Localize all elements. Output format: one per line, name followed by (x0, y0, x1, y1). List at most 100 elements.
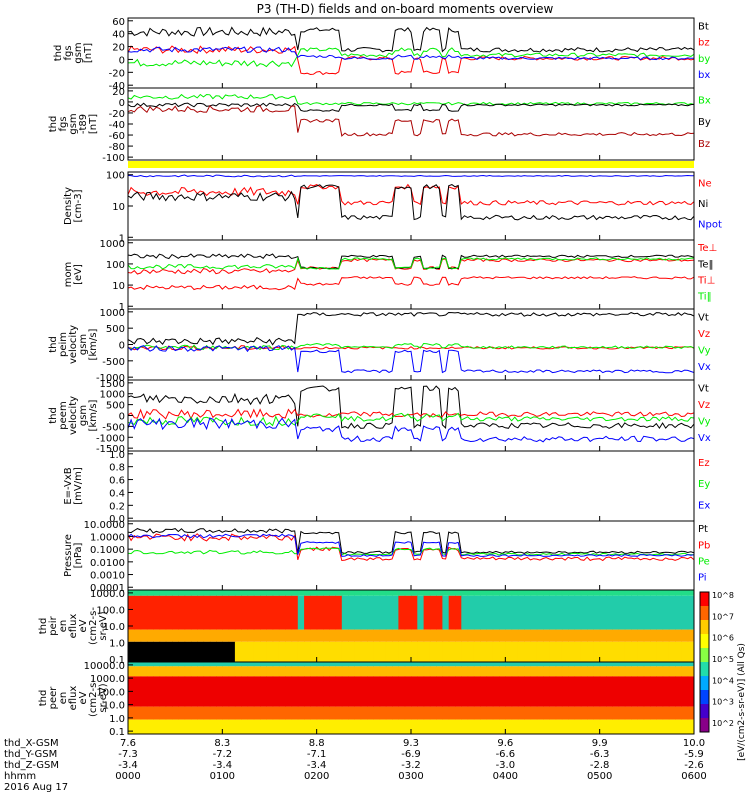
legend-pe: Pe (698, 556, 710, 567)
spectrogram-cell (467, 590, 475, 596)
spectrogram-cell (561, 706, 569, 720)
spectrogram-cell (656, 719, 664, 734)
spectrogram-cell (480, 629, 488, 642)
spectrogram-cell (197, 590, 205, 596)
spectrogram-cell (473, 641, 481, 662)
spectrogram-cell (580, 641, 588, 662)
spectrogram-cell (687, 706, 694, 720)
spectrogram-cell (687, 719, 694, 734)
spectrogram-cell (247, 629, 255, 642)
y-tick-label: 0.0001 (90, 583, 125, 594)
spectrogram-cell (234, 629, 242, 642)
spectrogram-cell (687, 590, 694, 596)
spectrogram-cell (455, 590, 462, 596)
spectrogram-cell (675, 706, 682, 720)
spectrogram-cell (668, 676, 676, 707)
spectrogram-cell (480, 590, 488, 596)
y-tick-label: 0.8 (109, 463, 125, 474)
y-tick-label: -40 (109, 120, 125, 131)
spectrogram-cell (423, 676, 431, 707)
spectrogram-cell (656, 662, 664, 667)
spectrogram-cell (134, 666, 142, 677)
spectrogram-cell (392, 662, 399, 667)
spectrogram-cell (637, 629, 645, 642)
spectrogram-cell (656, 706, 664, 720)
colorbar-swatch (700, 606, 709, 621)
spectrogram-cell (411, 676, 418, 707)
spectrogram-cell (348, 641, 355, 662)
spectrogram-cell (505, 706, 513, 720)
spectrogram-cell (448, 629, 456, 642)
spectrogram-cell (643, 629, 651, 642)
spectrogram-cell (253, 666, 261, 677)
spectrogram-cell (253, 595, 261, 630)
spectrogram-cell (297, 706, 305, 720)
panel-10-plot (128, 662, 694, 734)
spectrogram-cell (278, 590, 286, 596)
spectrogram-cell (643, 641, 651, 662)
spectrogram-cell (662, 595, 670, 630)
spectrogram-cell (385, 719, 393, 734)
spectrogram-cell (536, 662, 544, 667)
spectrogram-cell (517, 666, 525, 677)
spectrogram-cell (473, 666, 481, 677)
y-tick-label: 100 (106, 260, 125, 271)
spectrogram-cell (606, 590, 613, 596)
spectrogram-cell (499, 595, 506, 630)
spectrogram-cell (511, 662, 519, 667)
y-tick-label: 0.0100 (90, 558, 125, 569)
spectrogram-cell (323, 662, 330, 667)
y-tick-label: 10.0 (103, 622, 125, 633)
spectrogram-cell (354, 706, 362, 720)
colorbar-tick-label: 10^5 (712, 655, 734, 664)
spectrogram-cell (323, 629, 330, 642)
spectrogram-cell (178, 641, 186, 662)
spectrogram-cell (373, 629, 381, 642)
spectrogram-cell (429, 590, 437, 596)
spectrogram-cell (216, 676, 223, 707)
spectrogram-cell (599, 719, 607, 734)
spectrogram-cell (543, 666, 550, 677)
spectrogram-cell (341, 641, 349, 662)
spectrogram-cell (172, 590, 179, 596)
spectrogram-cell (499, 666, 506, 677)
series-pb-line (128, 533, 694, 562)
spectrogram-cell (272, 641, 280, 662)
spectrogram-cell (612, 595, 620, 630)
quality-stripe (128, 161, 694, 168)
spectrogram-cell (285, 595, 293, 630)
panel-10: 10000.0 1000.0 100.0 10.0 1.0 0.1thdpeerenefl… (38, 661, 695, 738)
y-tick-label: -1000 (96, 433, 125, 444)
spectrogram-cell (423, 590, 431, 596)
spectrogram-cell (423, 629, 431, 642)
spectrogram-cell (140, 595, 148, 630)
spectrogram-cell (637, 595, 645, 630)
spectrogram-cell (209, 662, 217, 667)
colorbar-tick-label: 10^3 (712, 698, 734, 707)
spectrogram-cell (165, 662, 173, 667)
spectrogram-cell (650, 662, 657, 667)
spectrogram-cell (442, 662, 450, 667)
axis-row-label: hhmm (4, 771, 36, 782)
y-tick-label: 20 (112, 43, 125, 54)
spectrogram-cell (165, 666, 173, 677)
y-tick-label: 10000.0 (84, 661, 125, 672)
spectrogram-cell (455, 629, 462, 642)
spectrogram-cell (253, 629, 261, 642)
spectrogram-cell (499, 662, 506, 667)
spectrogram-cell (455, 719, 462, 734)
axis-tick-label: -6.3 (590, 749, 610, 760)
spectrogram-cell (165, 641, 173, 662)
spectrogram-cell (128, 662, 135, 667)
spectrogram-cell (467, 719, 475, 734)
spectrogram-cell (568, 595, 576, 630)
spectrogram-cell (624, 595, 632, 630)
series-vy-line (128, 412, 694, 427)
spectrogram-cell (310, 719, 318, 734)
series-ti-line (128, 276, 694, 291)
spectrogram-cell (587, 706, 594, 720)
spectrogram-cell (247, 676, 255, 707)
spectrogram-cell (260, 641, 267, 662)
spectrogram-cell (461, 629, 469, 642)
spectrogram-cell (392, 666, 399, 677)
